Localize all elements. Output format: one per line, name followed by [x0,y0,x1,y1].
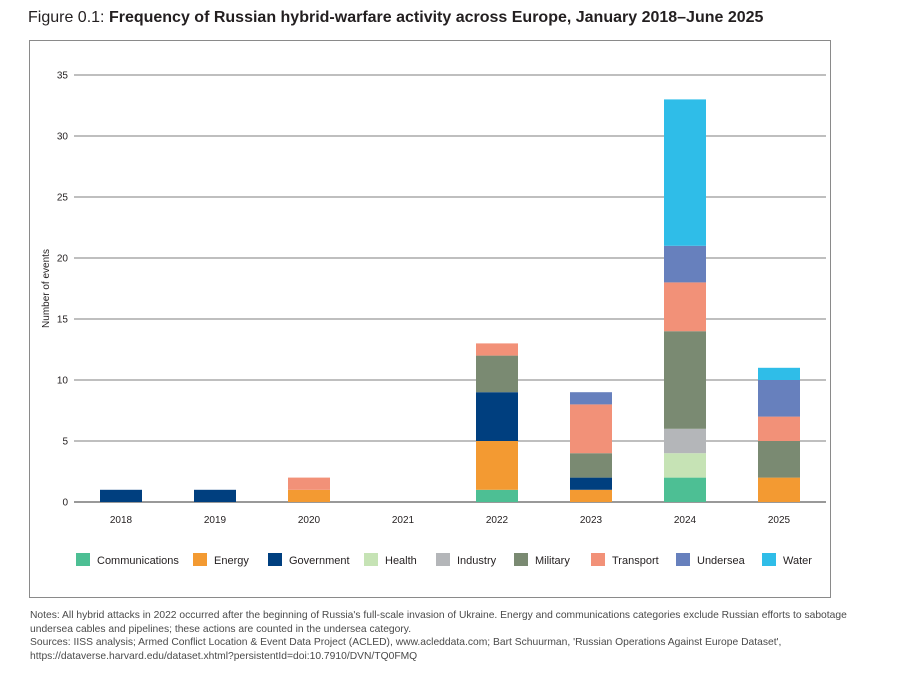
x-tick-label: 2020 [298,515,321,526]
legend-swatch-communications [76,553,90,566]
legend-label-industry: Industry [457,555,497,567]
legend-swatch-health [364,553,378,566]
figure-label: Figure 0.1: [28,9,109,26]
notes-block: Notes: All hybrid attacks in 2022 occurr… [30,609,890,663]
legend-label-energy: Energy [214,555,249,567]
bar-2025-undersea [758,380,800,417]
bar-2019-government [194,489,236,502]
bar-2023-military [570,453,612,478]
legend-swatch-military [514,553,528,566]
bar-2024-undersea [664,245,706,283]
x-tick-label: 2023 [580,515,603,526]
x-tick-label: 2021 [392,515,415,526]
legend-swatch-transport [591,553,605,566]
legend-label-military: Military [535,555,570,567]
bar-2025-energy [758,477,800,502]
bar-2022-communications [476,489,518,502]
legend-swatch-government [268,553,282,566]
bar-2025-water [758,367,800,380]
notes-text: Notes: All hybrid attacks in 2022 occurr… [30,610,847,635]
bar-2024-industry [664,428,706,454]
y-tick-label: 25 [57,193,69,204]
y-tick-label: 0 [62,498,68,509]
x-tick-label: 2018 [110,515,133,526]
bar-2024-transport [664,282,706,332]
bar-2024-water [664,99,706,246]
legend-label-government: Government [289,555,350,567]
y-tick-label: 5 [62,437,68,448]
y-tick-label: 15 [57,315,69,326]
bar-2025-military [758,441,800,478]
bar-2022-energy [476,441,518,490]
bar-2023-undersea [570,392,612,405]
x-tick-label: 2024 [674,515,697,526]
bar-2023-energy [570,489,612,502]
sources-text: Sources: IISS analysis; Armed Conflict L… [30,637,782,662]
y-tick-label: 10 [57,376,69,387]
figure-title-text: Frequency of Russian hybrid-warfare acti… [108,9,764,26]
legend-label-water: Water [783,555,812,567]
bar-2024-military [664,331,706,429]
legend-label-undersea: Undersea [697,555,746,567]
bar-2020-energy [288,489,330,502]
chart-frame [29,40,831,598]
legend-label-health: Health [385,555,417,567]
bar-2024-communications [664,477,706,502]
x-tick-label: 2025 [768,515,791,526]
bar-2023-transport [570,404,612,454]
y-tick-label: 35 [57,71,69,82]
figure-title: Figure 0.1: Frequency of Russian hybrid-… [28,9,763,27]
bar-2024-health [664,453,706,478]
legend-swatch-industry [436,553,450,566]
bar-2022-transport [476,343,518,356]
y-tick-label: 30 [57,132,69,143]
bar-2018-government [100,489,142,502]
legend-label-transport: Transport [612,555,659,567]
y-tick-label: 20 [57,254,69,265]
bar-2022-government [476,392,518,441]
legend-swatch-energy [193,553,207,566]
y-axis-title: Number of events [41,249,52,328]
legend-swatch-undersea [676,553,690,566]
x-tick-label: 2022 [486,515,509,526]
bar-2020-transport [288,477,330,490]
legend-swatch-water [762,553,776,566]
bar-2025-transport [758,416,800,441]
x-tick-label: 2019 [204,515,227,526]
legend-label-communications: Communications [97,555,179,567]
bar-2022-military [476,355,518,393]
bar-2023-government [570,477,612,490]
